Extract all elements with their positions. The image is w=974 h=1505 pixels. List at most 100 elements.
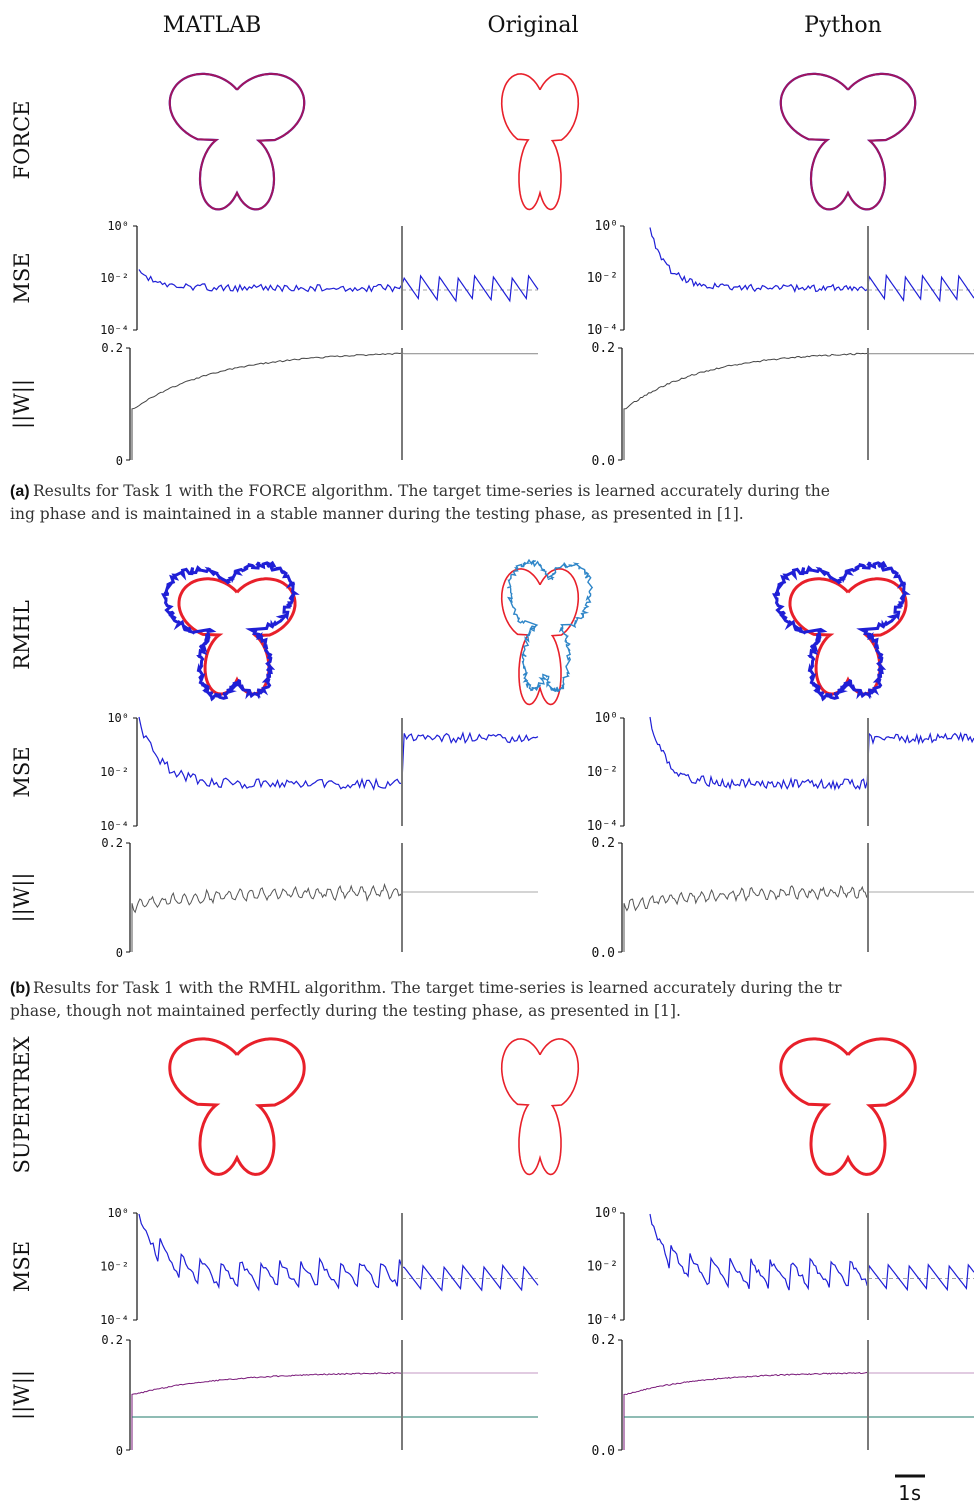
weights-panel-matlab: 0.2 0 ||W|| bbox=[10, 1333, 538, 1458]
weights-panel-python: 0.2 0.0 bbox=[592, 836, 974, 961]
mse-tick-label: 10⁻⁴ bbox=[100, 819, 129, 833]
butterfly-matlab bbox=[168, 72, 306, 211]
mse-tick-label: 10⁻⁴ bbox=[587, 323, 618, 338]
w-tick-label: 0.2 bbox=[101, 1333, 123, 1347]
scale-bar-label: 1s bbox=[898, 1481, 922, 1505]
mse-panel-matlab: 10⁰ 10⁻² 10⁻⁴ MSE bbox=[10, 711, 539, 833]
mse-tick-label: 10⁰ bbox=[107, 219, 129, 233]
mse-axis-label: MSE bbox=[10, 746, 34, 797]
caption-line: Results for Task 1 with the RMHL algorit… bbox=[33, 979, 842, 997]
mse-tick-label: 10⁻⁴ bbox=[587, 1313, 618, 1328]
mse-tick-label: 10⁻⁴ bbox=[100, 1313, 129, 1327]
w-tick-label: 0.2 bbox=[101, 836, 123, 850]
butterfly-python bbox=[772, 560, 911, 702]
butterfly-python bbox=[779, 72, 917, 211]
target-curve bbox=[177, 577, 297, 696]
col-header-python: Python bbox=[804, 13, 882, 38]
target-curve bbox=[500, 568, 580, 706]
output-curve bbox=[168, 1037, 306, 1176]
butterfly-matlab bbox=[168, 1037, 306, 1176]
mse-tick-label: 10⁻⁴ bbox=[587, 819, 618, 834]
mse-tick-label: 10⁻² bbox=[587, 765, 618, 780]
col-header-matlab: MATLAB bbox=[163, 13, 262, 38]
mse-panel-matlab: 10⁰ 10⁻² 10⁻⁴ MSE bbox=[10, 219, 539, 337]
w-tick-label: 0.0 bbox=[592, 454, 615, 469]
target-curve bbox=[788, 577, 908, 696]
col-header-original: Original bbox=[487, 13, 578, 38]
w-tick-label: 0 bbox=[116, 1444, 123, 1458]
mse-series bbox=[649, 1213, 974, 1292]
w-axis-label: ||W|| bbox=[10, 379, 35, 429]
mse-series bbox=[138, 716, 539, 791]
butterfly-matlab bbox=[161, 560, 300, 702]
w-axis-label: ||W|| bbox=[10, 1370, 35, 1420]
mse-tick-label: 10⁻² bbox=[100, 271, 129, 285]
mse-tick-label: 10⁻² bbox=[100, 1260, 129, 1274]
w-series bbox=[131, 882, 403, 952]
caption-label: (a) bbox=[10, 483, 30, 500]
target-curve bbox=[500, 73, 580, 211]
row-label-rmhl: RMHL bbox=[10, 600, 34, 670]
output-curve bbox=[772, 560, 911, 702]
mse-axis-label: MSE bbox=[10, 252, 34, 303]
mse-panel-python: 10⁰ 10⁻² 10⁻⁴ bbox=[587, 219, 974, 338]
row-supertrex: SUPERTREX10⁰10⁻²10⁻⁴MSE0.20||W||10⁰10⁻²1… bbox=[10, 1036, 974, 1459]
mse-tick-label: 10⁰ bbox=[107, 1206, 129, 1220]
mse-series bbox=[138, 1213, 539, 1292]
w-series-a bbox=[131, 1372, 403, 1450]
mse-series bbox=[649, 716, 974, 791]
w-tick-label: 0.2 bbox=[101, 341, 123, 355]
row-label-supertrex: SUPERTREX bbox=[10, 1036, 34, 1173]
mse-tick-label: 10⁰ bbox=[595, 1206, 618, 1221]
mse-tick-label: 10⁻² bbox=[587, 1260, 618, 1275]
mse-tick-label: 10⁰ bbox=[595, 219, 618, 234]
weights-panel-python: 0.2 0.0 bbox=[592, 341, 974, 469]
caption-force: (a) Results for Task 1 with the FORCE alg… bbox=[10, 482, 830, 523]
target-curve bbox=[168, 1037, 306, 1176]
weights-panel-matlab: 0.2 0 ||W|| bbox=[10, 836, 538, 960]
mse-panel-python: 10⁰ 10⁻² 10⁻⁴ bbox=[587, 711, 974, 834]
output-curve bbox=[779, 72, 917, 211]
butterfly-original bbox=[500, 73, 580, 211]
w-axis-label: ||W|| bbox=[10, 873, 35, 923]
butterfly-original bbox=[500, 1038, 580, 1176]
butterfly-python bbox=[779, 1037, 917, 1176]
mse-tick-label: 10⁰ bbox=[595, 711, 618, 726]
w-series-a bbox=[623, 1371, 869, 1450]
w-tick-label: 0.2 bbox=[592, 1333, 615, 1348]
w-tick-label: 0 bbox=[116, 454, 123, 468]
output-curve bbox=[779, 1037, 917, 1176]
caption-line: Results for Task 1 with the FORCE algori… bbox=[33, 482, 830, 500]
row-label-force: FORCE bbox=[10, 101, 34, 180]
output-curve bbox=[161, 560, 300, 702]
w-tick-label: 0.0 bbox=[592, 1444, 615, 1459]
target-curve bbox=[779, 1037, 917, 1176]
weights-panel-matlab: 0.2 0 ||W|| bbox=[10, 341, 538, 468]
target-curve bbox=[500, 1038, 580, 1176]
target-curve bbox=[168, 72, 306, 211]
mse-panel-matlab: 10⁰ 10⁻² 10⁻⁴ MSE bbox=[10, 1206, 539, 1327]
w-tick-label: 0.2 bbox=[592, 341, 615, 356]
target-curve bbox=[779, 72, 917, 211]
mse-tick-label: 10⁰ bbox=[107, 711, 129, 725]
weights-panel-python: 0.2 0.0 bbox=[592, 1333, 974, 1459]
mse-series bbox=[649, 227, 974, 303]
mse-tick-label: 10⁻² bbox=[100, 765, 129, 779]
mse-series bbox=[138, 269, 539, 303]
butterfly-original bbox=[500, 558, 594, 706]
mse-panel-python: 10⁰ 10⁻² 10⁻⁴ bbox=[587, 1206, 974, 1328]
w-series bbox=[623, 884, 869, 952]
row-force: FORCE 10⁰ 10⁻² 10⁻⁴ MSE 0.2 0 ||W|| 10⁰ 10⁻² 10⁻⁴ 0… bbox=[10, 72, 974, 523]
output-curve bbox=[506, 558, 594, 693]
caption-line: phase, though not maintained perfectly d… bbox=[10, 1002, 681, 1020]
w-tick-label: 0.2 bbox=[592, 836, 615, 851]
w-series bbox=[623, 352, 974, 460]
mse-tick-label: 10⁻² bbox=[587, 271, 618, 286]
mse-tick-label: 10⁻⁴ bbox=[100, 323, 129, 337]
output-curve bbox=[168, 72, 306, 211]
w-tick-label: 0.0 bbox=[592, 946, 615, 961]
caption-line: ing phase and is maintained in a stable … bbox=[10, 505, 744, 523]
caption-rmhl: (b) Results for Task 1 with the RMHL algo… bbox=[10, 979, 842, 1020]
w-tick-label: 0 bbox=[116, 946, 123, 960]
caption-label: (b) bbox=[10, 980, 30, 997]
